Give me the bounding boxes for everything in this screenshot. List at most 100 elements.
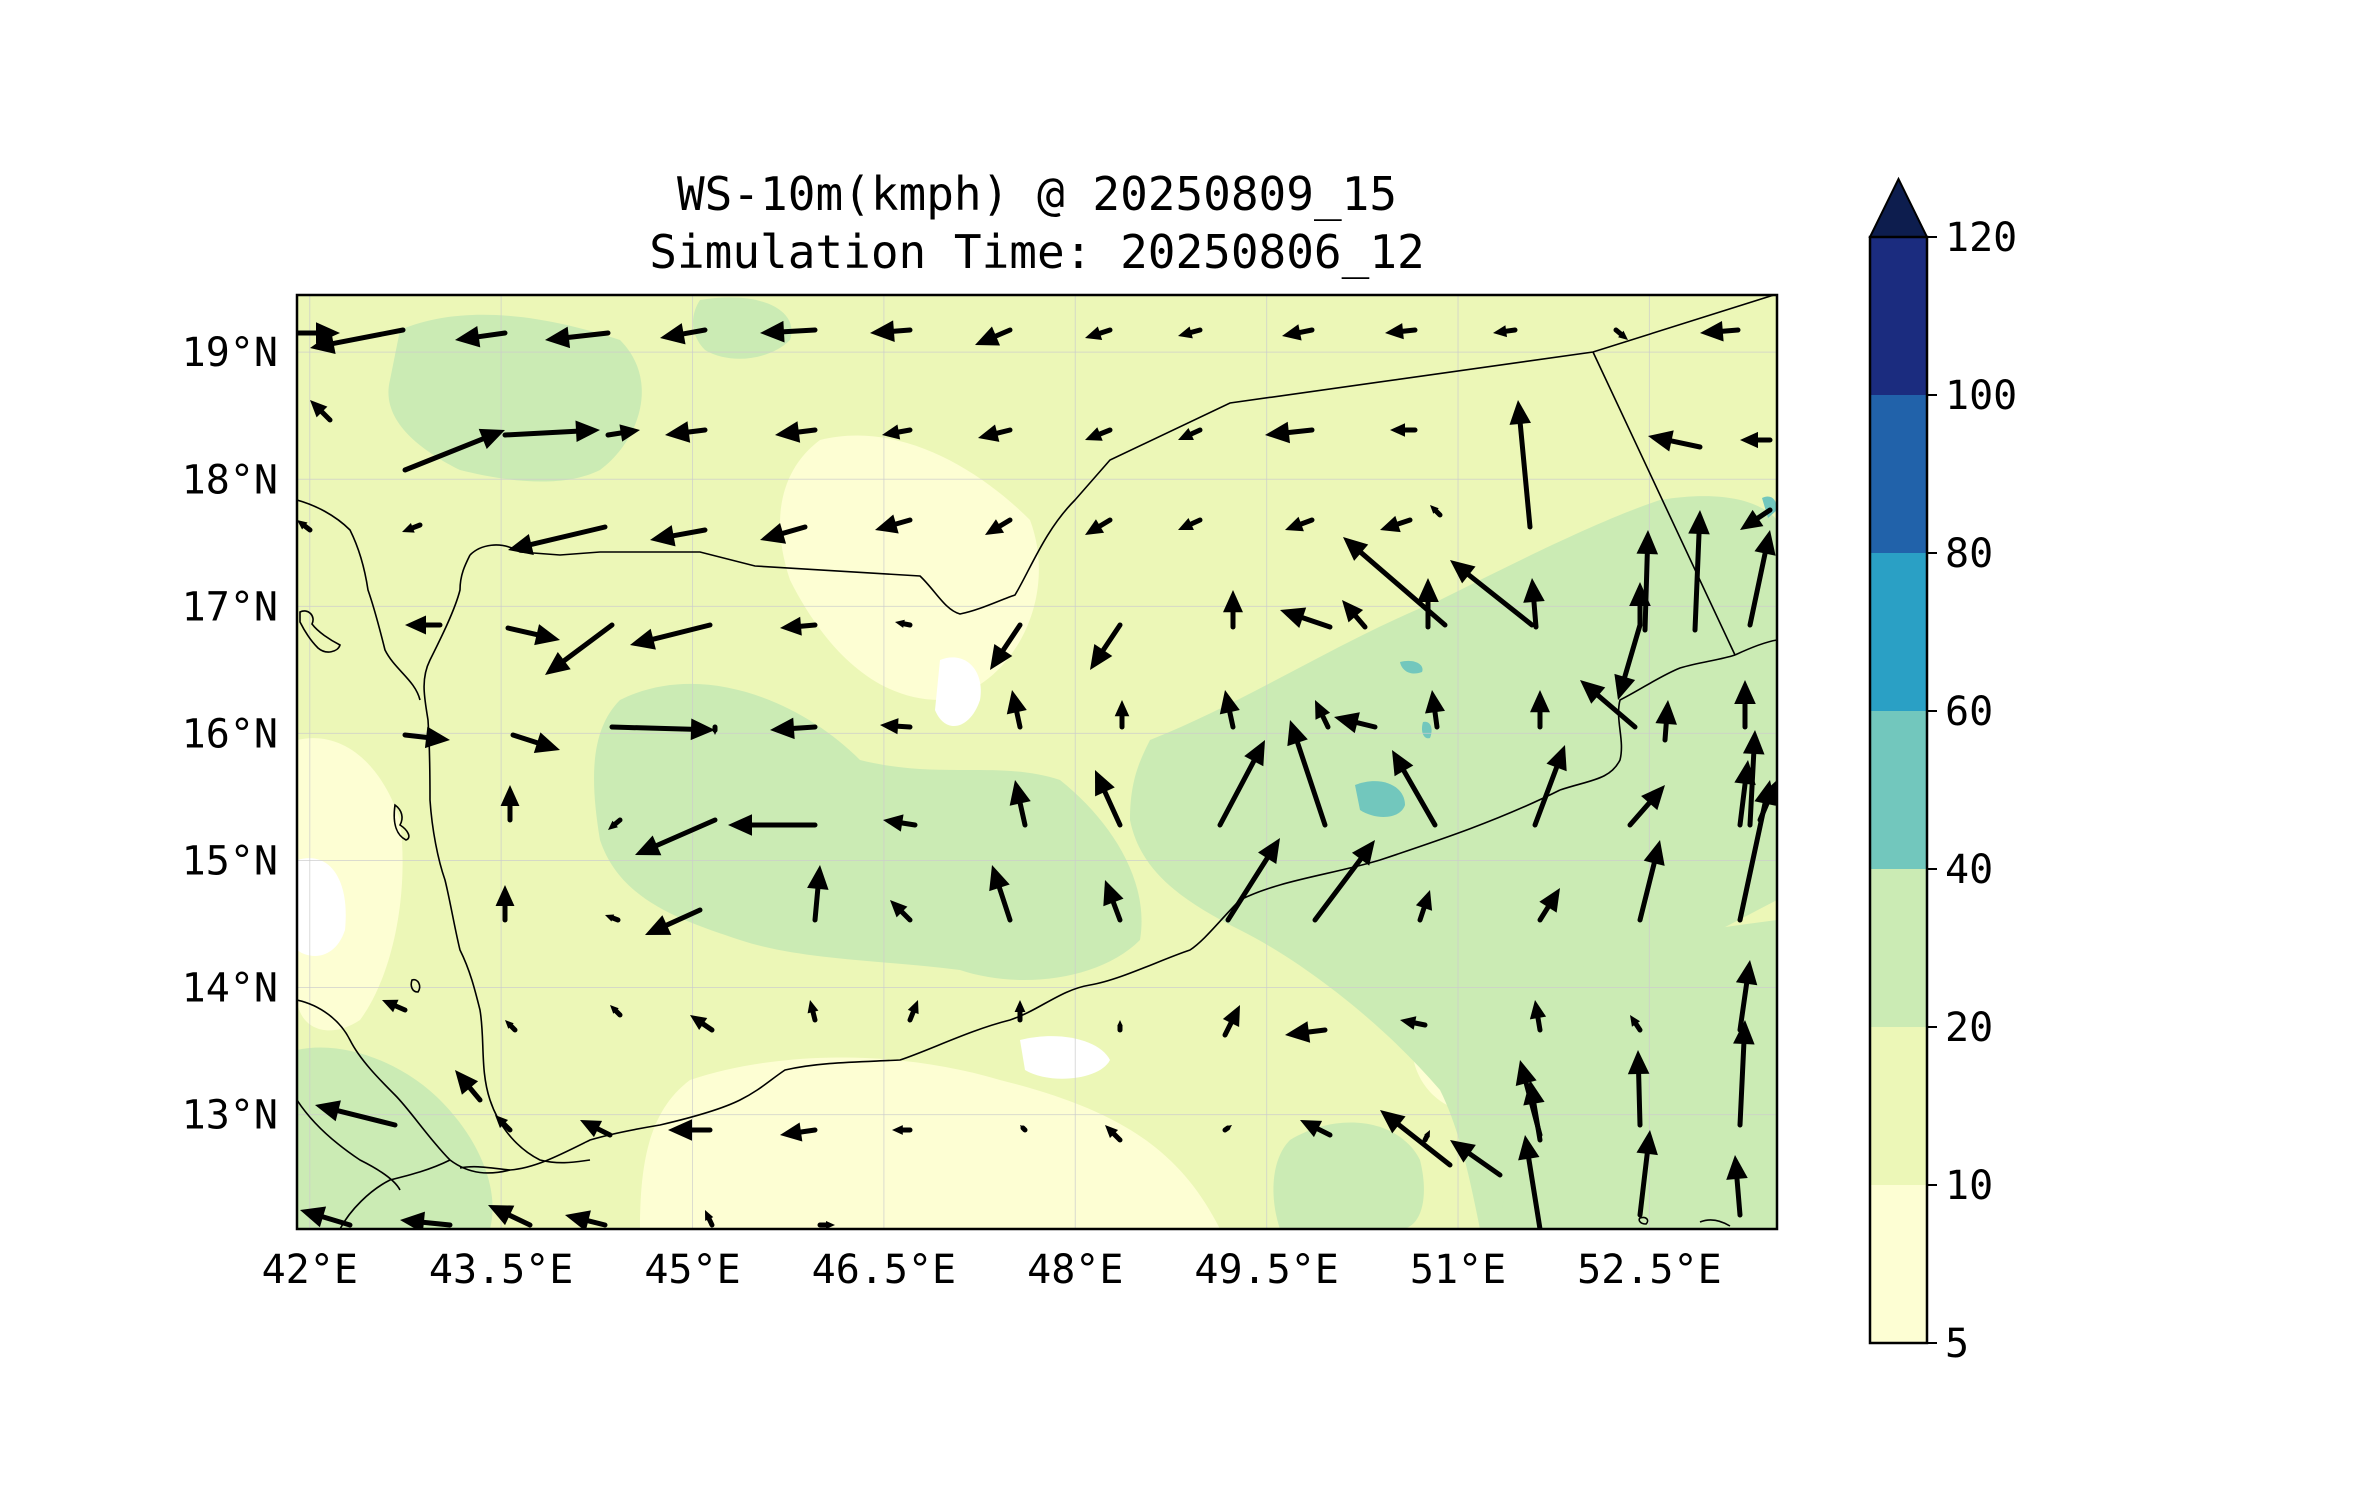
eritrea-ethiopia-border xyxy=(297,1099,401,1191)
lon-tick-label: 43.5°E xyxy=(429,1247,574,1293)
white-patch-3 xyxy=(297,858,346,956)
wind-vector-arrow xyxy=(1009,780,1031,828)
plot-title-line2: Simulation Time: 20250806_12 xyxy=(649,225,1424,279)
colorbar-segment xyxy=(1870,1027,1927,1185)
wind-vector-arrow xyxy=(1627,1050,1650,1128)
wind-vector-arrow xyxy=(990,622,1023,670)
wind-vector-arrow xyxy=(1530,690,1550,730)
wind-vector-arrow xyxy=(1747,530,1776,628)
wind-vector-arrow xyxy=(315,1100,398,1128)
wind-vector-arrow xyxy=(1300,1120,1333,1138)
wind-vector-arrow xyxy=(500,785,520,823)
wind-vector-arrow xyxy=(1726,1155,1748,1218)
wind-vector-arrow xyxy=(1700,320,1741,342)
map-frame xyxy=(295,293,1779,1231)
colorbar-tick-label: 40 xyxy=(1945,847,1993,893)
lon-tick-label: 52.5°E xyxy=(1577,1247,1722,1293)
wind-vector-arrow xyxy=(1415,890,1433,923)
wind-vector-arrow xyxy=(1509,400,1533,530)
colorbar-segment xyxy=(1870,1185,1927,1343)
wind-vector-arrow xyxy=(1265,421,1315,444)
wind-vector-arrow xyxy=(545,326,611,349)
wind-vector-arrow xyxy=(1688,510,1710,633)
white-patch-2 xyxy=(1020,1036,1110,1079)
wind-vector-arrow xyxy=(660,323,708,345)
wind-vector-arrow xyxy=(1655,700,1677,743)
wind-vector-arrow xyxy=(883,814,918,832)
colorbar-extend-arrow xyxy=(1868,176,1929,238)
mod-wind-patch-northwest xyxy=(693,297,792,359)
white-patch-1 xyxy=(935,657,981,727)
wind-vector-arrow xyxy=(1740,507,1773,530)
high-wind-patch-3 xyxy=(1421,721,1432,739)
latitude-axis: 19°N 18°N 17°N 16°N 15°N 14°N 13°N xyxy=(182,330,278,1138)
colorbar-tick-label: 5 xyxy=(1945,1321,1969,1367)
wind-vector-arrow xyxy=(690,1015,715,1033)
wind-vector-arrow xyxy=(975,326,1013,346)
wind-vector-arrow xyxy=(605,424,640,442)
lat-tick-label: 15°N xyxy=(182,838,278,884)
wind-vector-arrow xyxy=(1735,960,1758,1033)
lon-tick-label: 45°E xyxy=(644,1247,740,1293)
lat-tick-label: 17°N xyxy=(182,584,278,630)
colorbar-segment xyxy=(1870,869,1927,1027)
wind-vector-arrow xyxy=(402,522,423,533)
wind-vector-arrow xyxy=(1085,517,1113,535)
yemen-oman-border xyxy=(1592,351,1736,656)
wind-vector-arrow xyxy=(1532,745,1567,828)
lat-tick-label: 19°N xyxy=(182,330,278,376)
wind-vector-arrow xyxy=(605,914,621,923)
wind-vector-arrow xyxy=(870,320,913,342)
colorbar-segment xyxy=(1870,711,1927,869)
low-wind-patch-west xyxy=(297,738,403,1031)
wind-vector-arrow xyxy=(565,1210,608,1229)
wind-vector-arrow xyxy=(1178,326,1203,339)
wind-vector-arrow xyxy=(712,724,718,735)
wind-vector-arrow xyxy=(1627,785,1665,828)
wind-vector-arrow xyxy=(1343,537,1448,628)
wind-vector-arrow xyxy=(1342,600,1368,630)
wind-vector-arrow xyxy=(1114,700,1130,730)
wind-vector-arrow xyxy=(1523,578,1545,630)
wind-vector-arrow xyxy=(989,865,1013,923)
wind-vector-arrow xyxy=(1422,1130,1430,1143)
wind-vector-arrow xyxy=(1733,1020,1755,1128)
wind-vector-arrow xyxy=(1400,1016,1428,1030)
wind-vector-arrow xyxy=(1223,590,1243,630)
high-wind-patch-2 xyxy=(1400,660,1423,674)
map-area xyxy=(295,293,1779,1231)
wind-vector-arrow xyxy=(1515,1060,1543,1138)
wind-vector-arrow xyxy=(1285,516,1315,532)
wind-vector-arrow xyxy=(455,325,508,348)
wind-vector-arrow xyxy=(1222,1005,1240,1038)
wind-vector-arrow xyxy=(1417,578,1439,630)
wind-vector-arrow xyxy=(907,1000,919,1023)
wind-vector-arrow xyxy=(1392,750,1438,828)
wind-vector-arrow xyxy=(1085,427,1113,441)
wind-vector-arrow xyxy=(1380,1110,1453,1168)
wind-vector-arrow xyxy=(510,732,560,753)
high-wind-patch-1 xyxy=(1355,781,1405,817)
wind-vector-arrow xyxy=(780,1122,818,1142)
saudi-red-sea-coast xyxy=(297,499,421,701)
wind-vector-arrow xyxy=(505,624,560,646)
wind-vector-arrow xyxy=(780,616,818,636)
wind-vector-arrow xyxy=(300,1206,353,1228)
wind-vector-arrow xyxy=(1095,770,1123,828)
wind-vector-arrow xyxy=(1636,1130,1658,1218)
kamaran-island xyxy=(410,978,421,993)
lon-tick-label: 46.5°E xyxy=(812,1247,957,1293)
lat-tick-label: 18°N xyxy=(182,457,278,503)
wind-vector-arrow xyxy=(1285,1021,1328,1043)
lon-tick-label: 49.5°E xyxy=(1194,1247,1339,1293)
wind-vector-arrow xyxy=(502,420,600,443)
longitude-axis: 42°E 43.5°E 45°E 46.5°E 48°E 49.5°E 51°E 52.5°E xyxy=(262,1247,1722,1293)
lon-tick-label: 42°E xyxy=(262,1247,358,1293)
wind-vector-arrow xyxy=(608,817,623,830)
high-wind-patch-4 xyxy=(1762,496,1777,518)
sea-islets xyxy=(1638,1216,1649,1225)
djibouti-border xyxy=(339,1159,451,1229)
wind-vector-arrow xyxy=(495,1115,513,1133)
plot-title-line1: WS-10m(kmph) @ 20250809_15 xyxy=(677,167,1397,221)
wind-vector-arrow xyxy=(807,865,829,923)
